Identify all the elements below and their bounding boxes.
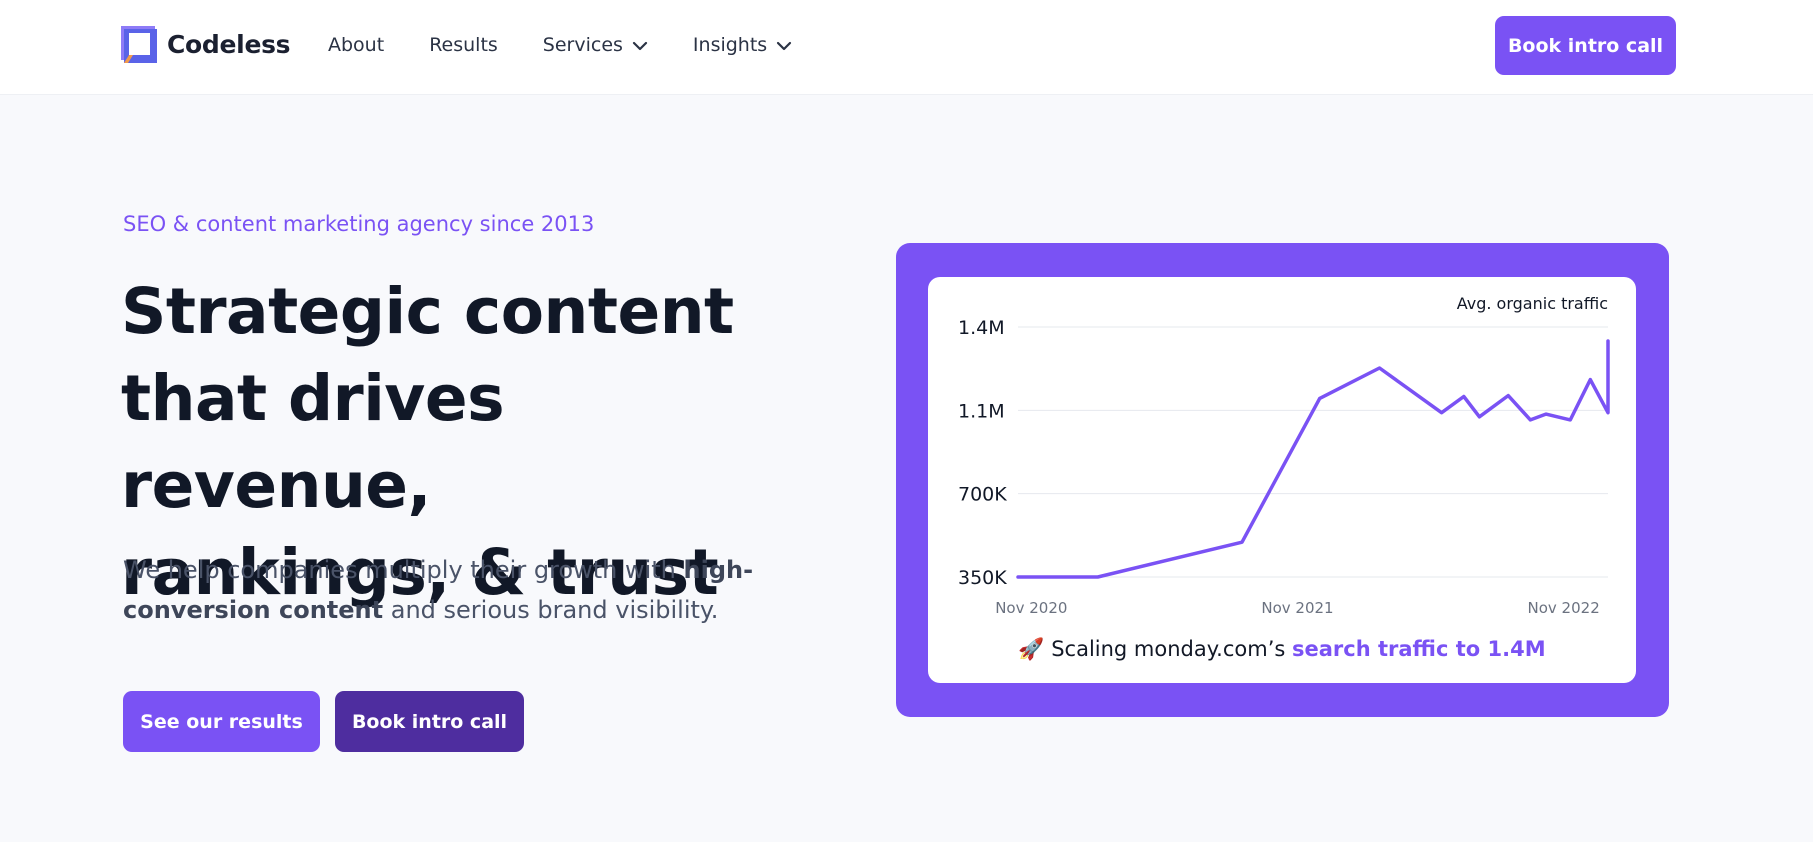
traffic-series-line <box>1016 339 1610 579</box>
site-header: Codeless About Results Services Insights… <box>0 0 1813 95</box>
nav-results-label: Results <box>429 34 498 56</box>
chart-caption-highlight: search traffic to 1.4M <box>1292 637 1546 661</box>
chart-title: Avg. organic traffic <box>1457 294 1608 313</box>
hero-subtitle-bold: high-conversion content <box>123 556 754 624</box>
traffic-line-chart: Avg. organic traffic 1.4M 1.1M 700K 350K Nov … <box>958 294 1610 617</box>
chevron-down-icon <box>777 41 792 51</box>
y-tick-label: 1.1M <box>958 400 1005 422</box>
y-tick-label: 1.4M <box>958 317 1005 339</box>
hero-eyebrow: SEO & content marketing agency since 201… <box>123 212 595 236</box>
hero-headline: Strategic content that drives revenue, r… <box>121 268 781 616</box>
hero-headline-line: rankings, & trust <box>121 536 719 609</box>
nav-about-label: About <box>328 34 385 56</box>
nav-insights-label: Insights <box>692 34 768 56</box>
nav-services-label: Services <box>542 34 623 56</box>
codeless-logo-icon <box>121 26 157 63</box>
hero-subtitle-prefix: We help companies multiply their growth … <box>123 556 684 584</box>
nav-results[interactable]: Results <box>429 34 498 56</box>
y-tick-label: 350K <box>958 567 1007 589</box>
main-nav: About Results Services Insights <box>328 34 792 56</box>
hero-headline-line: Strategic content <box>121 275 734 348</box>
chevron-down-icon <box>632 41 648 51</box>
nav-services[interactable]: Services <box>543 34 648 56</box>
hero-subtitle: We help companies multiply their growth … <box>123 550 763 630</box>
y-tick-label: 700K <box>958 484 1007 506</box>
nav-about[interactable]: About <box>328 34 384 56</box>
x-tick-label: Nov 2021 <box>1261 599 1333 617</box>
header-book-intro-call-button[interactable]: Book intro call <box>1495 16 1676 75</box>
chart-caption: 🚀 Scaling monday.com’s search traffic to… <box>928 637 1636 662</box>
traffic-chart-panel: Avg. organic traffic 1.4M 1.1M 700K 350K Nov … <box>928 277 1636 683</box>
chart-caption-prefix: Scaling monday.com’s <box>1051 637 1286 661</box>
hero-book-intro-call-button[interactable]: Book intro call <box>335 691 524 752</box>
hero-headline-line: that drives revenue, <box>121 362 505 522</box>
traffic-chart-card: Avg. organic traffic 1.4M 1.1M 700K 350K Nov … <box>896 243 1669 717</box>
hero-subtitle-suffix: and serious brand visibility. <box>383 596 719 624</box>
x-tick-label: Nov 2020 <box>995 599 1067 617</box>
see-our-results-button[interactable]: See our results <box>123 691 320 752</box>
rocket-icon: 🚀 <box>1018 637 1045 661</box>
x-tick-label: Nov 2022 <box>1528 599 1600 617</box>
brand-logo[interactable]: Codeless <box>121 26 291 63</box>
brand-name: Codeless <box>167 30 291 59</box>
nav-insights[interactable]: Insights <box>693 34 792 56</box>
